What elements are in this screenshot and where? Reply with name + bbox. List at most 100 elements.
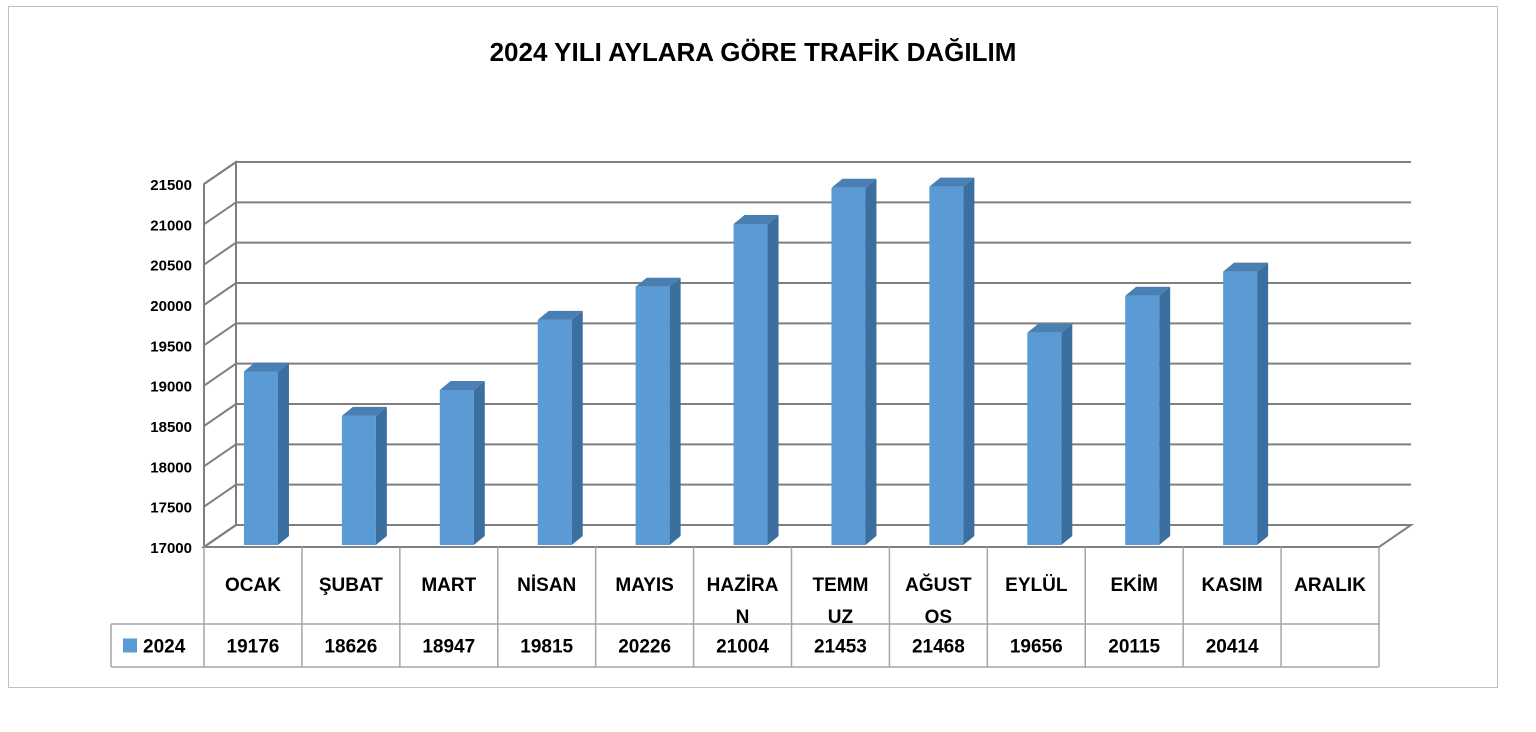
gridline <box>203 282 1411 306</box>
gridline <box>203 403 1411 427</box>
data-value-label: 19815 <box>520 637 573 658</box>
category-label: AĞUST <box>905 574 972 596</box>
bar-side <box>1257 262 1269 545</box>
bar-side <box>1061 323 1073 545</box>
bar-side <box>669 277 681 545</box>
category-label: UZ <box>828 607 854 628</box>
data-value-label: 21004 <box>716 637 769 658</box>
bar-top <box>635 277 681 287</box>
gridline <box>203 241 1411 266</box>
category-label: ARALIK <box>1294 575 1366 596</box>
bar-top <box>243 362 289 372</box>
y-tick-label: 18000 <box>150 459 192 476</box>
bar-top <box>929 177 975 187</box>
data-value-label: 20226 <box>618 637 671 658</box>
legend-swatch <box>123 638 137 653</box>
y-axis-ticks: 17000 17500 18000 18500 19000 19500 20000 20500… <box>150 177 192 557</box>
bar-front <box>733 224 768 545</box>
data-table: 2024 OCAK 19176 ŞUBAT 18626 MART 18947 NİSAN 198… <box>110 547 1380 668</box>
y-tick-label: 20500 <box>150 258 192 275</box>
y-tick-label: 21000 <box>150 217 192 234</box>
data-value-label: 20414 <box>1206 637 1259 658</box>
data-value-label: 21468 <box>912 637 965 658</box>
category-label: OS <box>925 607 952 628</box>
data-value-label: 20115 <box>1108 637 1160 658</box>
bar-side <box>963 177 975 545</box>
bar-side <box>473 380 485 545</box>
bar <box>1223 262 1269 545</box>
category-label: TEMM <box>812 575 868 596</box>
data-value-label: 18626 <box>324 637 377 658</box>
bar-side <box>375 406 387 545</box>
gridlines <box>203 161 1411 548</box>
data-value-label: 19656 <box>1010 637 1063 658</box>
category-label: MART <box>421 575 476 596</box>
gridline <box>203 362 1411 387</box>
y-tick-label: 19000 <box>150 379 192 396</box>
bar-side <box>767 215 779 545</box>
y-tick-label: 17500 <box>150 500 192 517</box>
category-label: KASIM <box>1202 575 1263 596</box>
bar <box>243 362 289 545</box>
category-label: EKİM <box>1110 575 1158 596</box>
bar-front <box>243 371 278 545</box>
bars <box>243 177 1269 546</box>
y-tick-label: 17000 <box>150 540 192 557</box>
bar-side <box>865 178 877 546</box>
bar-front <box>635 286 670 545</box>
category-label: ŞUBAT <box>319 575 383 596</box>
bar <box>537 310 583 545</box>
side-wall <box>203 160 237 549</box>
bar-side <box>277 362 289 545</box>
bar-front <box>341 415 376 545</box>
bar-front <box>1223 271 1258 545</box>
bar-front <box>1125 295 1160 545</box>
bar <box>439 380 485 545</box>
bar-front <box>439 389 474 545</box>
gridline <box>203 443 1411 468</box>
bar-front <box>929 186 964 545</box>
chart-title: 2024 YILI AYLARA GÖRE TRAFİK DAĞILIM <box>490 37 1017 67</box>
gridline <box>203 483 1411 508</box>
bar <box>1027 323 1073 545</box>
y-tick-label: 20000 <box>150 298 192 315</box>
category-label: HAZİRA <box>707 575 779 596</box>
bar <box>1125 286 1171 545</box>
bar-side <box>571 310 583 545</box>
legend-label: 2024 <box>143 637 186 658</box>
bar <box>831 178 877 546</box>
category-label: N <box>736 607 750 628</box>
bar <box>635 277 681 545</box>
category-label: NİSAN <box>517 575 576 596</box>
bar-side <box>1159 286 1171 545</box>
gridline <box>203 201 1411 226</box>
bar <box>929 177 975 545</box>
bar-front <box>1027 332 1062 545</box>
bar-top <box>831 178 877 188</box>
bar-top <box>439 380 485 390</box>
gridline <box>203 161 1411 185</box>
bar-front <box>537 319 572 545</box>
bar-top <box>733 215 779 225</box>
bar-top <box>1223 262 1269 272</box>
gridline <box>203 524 1411 548</box>
data-value-label: 18947 <box>422 637 475 658</box>
bar <box>341 406 387 545</box>
bar-top <box>537 310 583 320</box>
data-value-label: 21453 <box>814 637 867 658</box>
bar-chart: 2024 YILI AYLARA GÖRE TRAFİK DAĞILIM 170… <box>110 37 1415 668</box>
y-tick-label: 19500 <box>150 338 192 355</box>
bar-top <box>341 406 387 416</box>
y-tick-label: 21500 <box>150 177 192 194</box>
bar <box>733 215 779 545</box>
chart-frame: 2024 YILI AYLARA GÖRE TRAFİK DAĞILIM 170… <box>8 6 1498 688</box>
bar-top <box>1125 286 1171 296</box>
bar-front <box>831 187 866 546</box>
category-label: OCAK <box>225 575 281 596</box>
bar-top <box>1027 323 1073 333</box>
category-label: EYLÜL <box>1005 575 1068 596</box>
data-value-label: 19176 <box>227 637 280 658</box>
gridline <box>203 322 1411 347</box>
category-label: MAYIS <box>615 575 673 596</box>
y-tick-label: 18500 <box>150 419 192 436</box>
